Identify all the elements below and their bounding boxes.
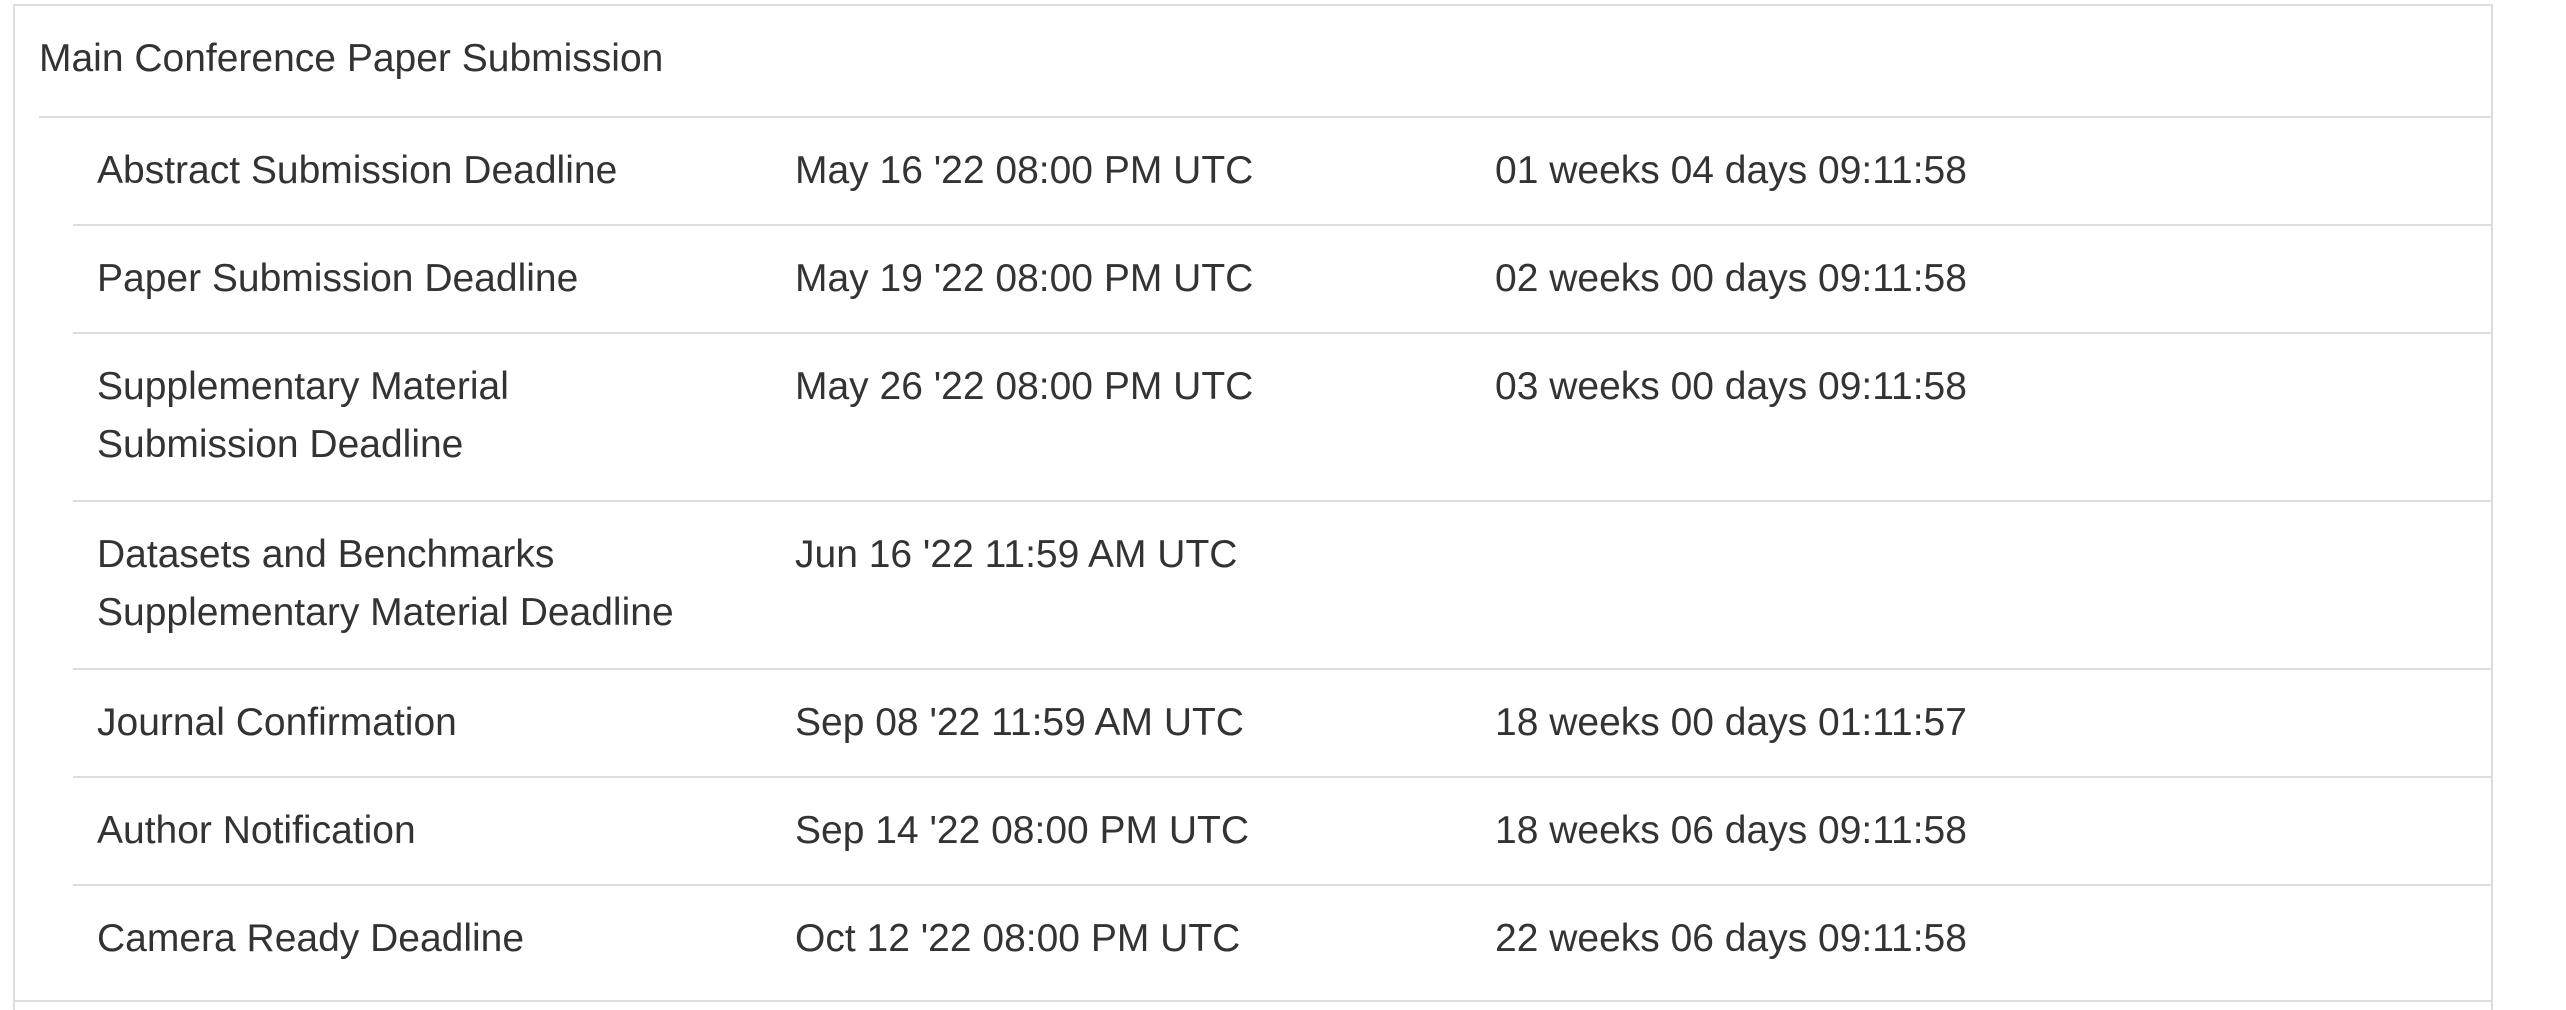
deadline-countdown: 02 weeks 00 days 09:11:58 [1495, 257, 1967, 300]
panel-bottom-border [13, 1000, 2493, 1002]
deadlines-panel: Main Conference Paper Submission Abstrac… [13, 4, 2493, 1010]
deadline-row: Abstract Submission Deadline May 16 '22 … [73, 118, 2491, 226]
deadline-date: Sep 08 '22 11:59 AM UTC [795, 701, 1244, 744]
deadline-name: Paper Submission Deadline [97, 257, 579, 300]
deadline-date: May 19 '22 08:00 PM UTC [795, 257, 1254, 300]
deadline-name: Abstract Submission Deadline [97, 149, 618, 192]
deadline-date: May 26 '22 08:00 PM UTC [795, 365, 1254, 408]
deadline-date: Oct 12 '22 08:00 PM UTC [795, 917, 1241, 960]
deadline-row: Camera Ready Deadline Oct 12 '22 08:00 P… [73, 886, 2491, 994]
deadline-row: Journal Confirmation Sep 08 '22 11:59 AM… [73, 670, 2491, 778]
deadline-date: Jun 16 '22 11:59 AM UTC [795, 533, 1238, 576]
deadline-countdown: 03 weeks 00 days 09:11:58 [1495, 365, 1967, 408]
deadline-date: May 16 '22 08:00 PM UTC [795, 149, 1254, 192]
deadline-name: Camera Ready Deadline [97, 917, 525, 960]
deadline-date: Sep 14 '22 08:00 PM UTC [795, 809, 1250, 852]
deadline-countdown: 18 weeks 06 days 09:11:58 [1495, 809, 1967, 852]
section-title: Main Conference Paper Submission [39, 37, 664, 80]
deadline-row: Supplementary Material Submission Deadli… [73, 334, 2491, 502]
deadline-row: Author Notification Sep 14 '22 08:00 PM … [73, 778, 2491, 886]
deadline-countdown: 01 weeks 04 days 09:11:58 [1495, 149, 1967, 192]
deadline-row: Paper Submission Deadline May 19 '22 08:… [73, 226, 2491, 334]
deadline-name: Datasets and Benchmarks Supplementary Ma… [97, 533, 674, 634]
deadline-row: Datasets and Benchmarks Supplementary Ma… [73, 502, 2491, 670]
section-divider [39, 116, 2491, 118]
deadline-name: Supplementary Material Submission Deadli… [97, 365, 509, 466]
deadline-list: Abstract Submission Deadline May 16 '22 … [73, 118, 2491, 994]
deadline-countdown: 22 weeks 06 days 09:11:58 [1495, 917, 1967, 960]
deadline-name: Journal Confirmation [97, 701, 457, 744]
deadline-name: Author Notification [97, 809, 416, 852]
deadline-countdown: 18 weeks 00 days 01:11:57 [1495, 701, 1967, 744]
